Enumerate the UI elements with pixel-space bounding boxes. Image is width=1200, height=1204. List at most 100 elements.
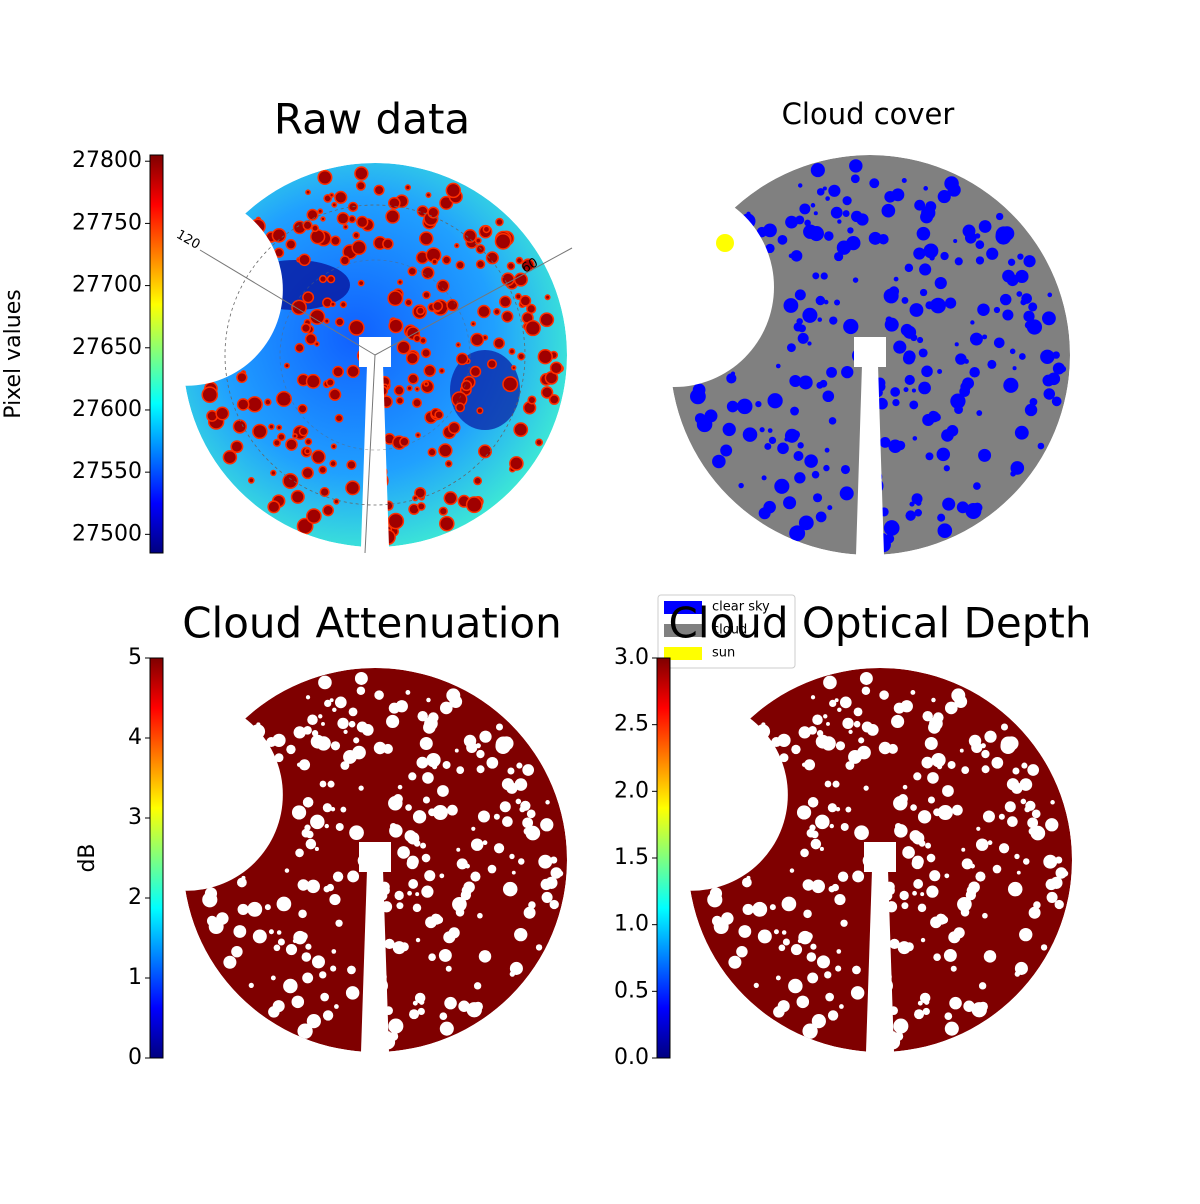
spot xyxy=(535,438,544,447)
spot xyxy=(206,915,218,927)
spot xyxy=(515,256,524,265)
spot xyxy=(1040,944,1048,951)
spot xyxy=(929,255,935,261)
spot xyxy=(823,714,828,719)
spot xyxy=(329,894,341,906)
spot xyxy=(414,486,427,499)
spot xyxy=(324,823,329,829)
spot xyxy=(904,263,914,273)
spot xyxy=(439,1021,454,1036)
spot xyxy=(755,400,762,408)
spot xyxy=(1031,809,1041,819)
grid-ring xyxy=(279,259,471,451)
spot xyxy=(835,965,842,972)
spot xyxy=(295,848,304,858)
spot xyxy=(357,279,365,287)
spot xyxy=(913,879,924,889)
spot xyxy=(861,721,873,733)
spot xyxy=(276,424,283,431)
colorbar-tick-label: 27700 xyxy=(72,273,142,298)
spot xyxy=(1055,867,1068,879)
spot xyxy=(950,965,957,972)
spot xyxy=(913,772,922,781)
spot xyxy=(934,276,947,290)
spot xyxy=(407,373,419,385)
spot xyxy=(352,745,366,760)
spot xyxy=(302,972,314,984)
spot xyxy=(914,1009,925,1020)
spot xyxy=(478,950,492,963)
spot xyxy=(824,231,834,241)
spot xyxy=(304,953,311,959)
spot xyxy=(415,892,420,897)
spot xyxy=(270,469,277,477)
spot xyxy=(438,443,453,458)
colorbar-tick-label: 1 xyxy=(128,965,142,990)
spot xyxy=(1037,442,1045,450)
spot xyxy=(285,438,298,451)
spot xyxy=(962,224,976,238)
colorbar-tick-label: 27550 xyxy=(72,459,142,484)
spot xyxy=(545,800,550,805)
spot xyxy=(947,761,956,769)
spot xyxy=(422,290,431,300)
horizon-cut xyxy=(90,698,283,891)
spot xyxy=(819,846,824,852)
spot xyxy=(887,743,898,754)
legend-swatch xyxy=(664,601,702,614)
spot xyxy=(339,300,348,309)
spot xyxy=(927,796,935,804)
spot xyxy=(407,266,418,277)
spot xyxy=(283,978,298,994)
spot xyxy=(923,186,929,191)
spot xyxy=(335,317,345,327)
spot xyxy=(424,886,429,892)
colorbar-tick-label: 27750 xyxy=(72,210,142,235)
spot xyxy=(884,191,896,203)
spot xyxy=(475,743,481,749)
spot xyxy=(319,780,327,788)
spot xyxy=(426,697,431,703)
spot xyxy=(248,982,254,988)
spot xyxy=(802,307,818,323)
spot xyxy=(202,892,218,908)
spot xyxy=(354,166,369,181)
spot xyxy=(970,320,975,325)
spot xyxy=(277,938,285,946)
spot xyxy=(431,258,438,266)
spot xyxy=(825,196,830,201)
spot xyxy=(807,341,812,346)
spot xyxy=(783,298,799,313)
spot xyxy=(438,367,445,374)
colorbar-tick-label: 4 xyxy=(128,725,142,750)
spot xyxy=(525,825,541,841)
spot xyxy=(954,257,963,266)
spot xyxy=(486,358,498,370)
spot xyxy=(469,365,482,378)
spot xyxy=(944,297,957,309)
spot xyxy=(816,955,830,969)
spot xyxy=(910,334,918,342)
spot xyxy=(834,894,846,906)
spot xyxy=(911,388,916,393)
spot xyxy=(494,233,512,250)
spot xyxy=(305,838,317,850)
spot xyxy=(306,508,322,524)
spot xyxy=(911,857,924,870)
panel-title: Cloud Attenuation xyxy=(182,599,562,648)
spot xyxy=(340,761,350,770)
spot xyxy=(477,810,490,823)
spot xyxy=(961,858,973,870)
spot xyxy=(978,448,992,462)
spot xyxy=(475,244,486,254)
spot xyxy=(271,228,287,243)
spot xyxy=(321,721,325,726)
spot xyxy=(987,359,997,369)
spot xyxy=(816,730,824,737)
spot xyxy=(300,323,312,334)
spot xyxy=(996,212,1004,221)
spot xyxy=(815,511,827,523)
spot xyxy=(999,293,1012,306)
spot xyxy=(523,906,536,919)
